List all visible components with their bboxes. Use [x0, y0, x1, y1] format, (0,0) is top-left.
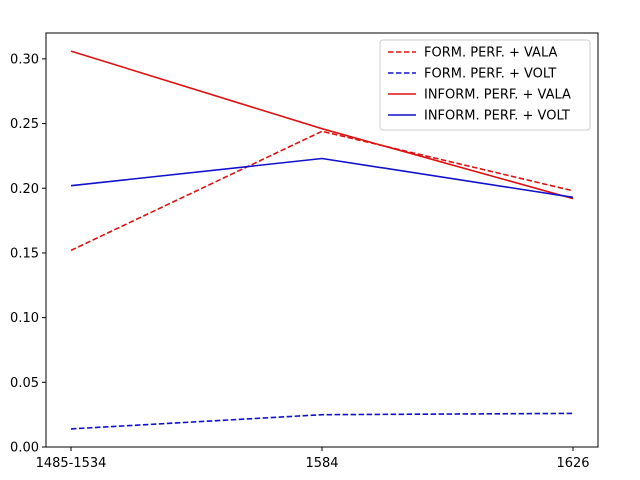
y-tick-label: 0.30: [10, 52, 39, 67]
x-axis: 1485-1534 1584 1626: [36, 447, 590, 471]
y-tick-label: 0.10: [10, 311, 39, 326]
x-tick-label: 1626: [556, 456, 589, 471]
legend-label: INFORM. PERF. + VALA: [424, 88, 571, 103]
legend: FORM. PERF. + VALA FORM. PERF. + VOLT INFO…: [379, 39, 591, 131]
series-line-2: [70, 412, 574, 430]
x-tick-label: 1584: [305, 456, 338, 471]
y-tick-label: 0.00: [10, 441, 39, 456]
legend-label: INFORM. PERF. + VOLT: [424, 109, 570, 124]
y-tick-label: 0.25: [10, 117, 39, 132]
y-tick-label: 0.20: [10, 182, 39, 197]
legend-label: FORM. PERF. + VOLT: [424, 67, 556, 82]
series-line-3: [70, 50, 574, 200]
y-tick-label: 0.15: [10, 246, 39, 261]
legend-label: FORM. PERF. + VALA: [424, 46, 557, 61]
legend-box: [379, 39, 591, 131]
plot-marks: [70, 50, 574, 430]
y-tick-label: 0.05: [10, 376, 39, 391]
series-line-1: [70, 130, 574, 252]
x-tick-label: 1485-1534: [36, 456, 107, 471]
y-axis: 0.00 0.05 0.10 0.15 0.20 0.25 0.30: [10, 52, 46, 456]
series-line-4: [70, 157, 574, 199]
